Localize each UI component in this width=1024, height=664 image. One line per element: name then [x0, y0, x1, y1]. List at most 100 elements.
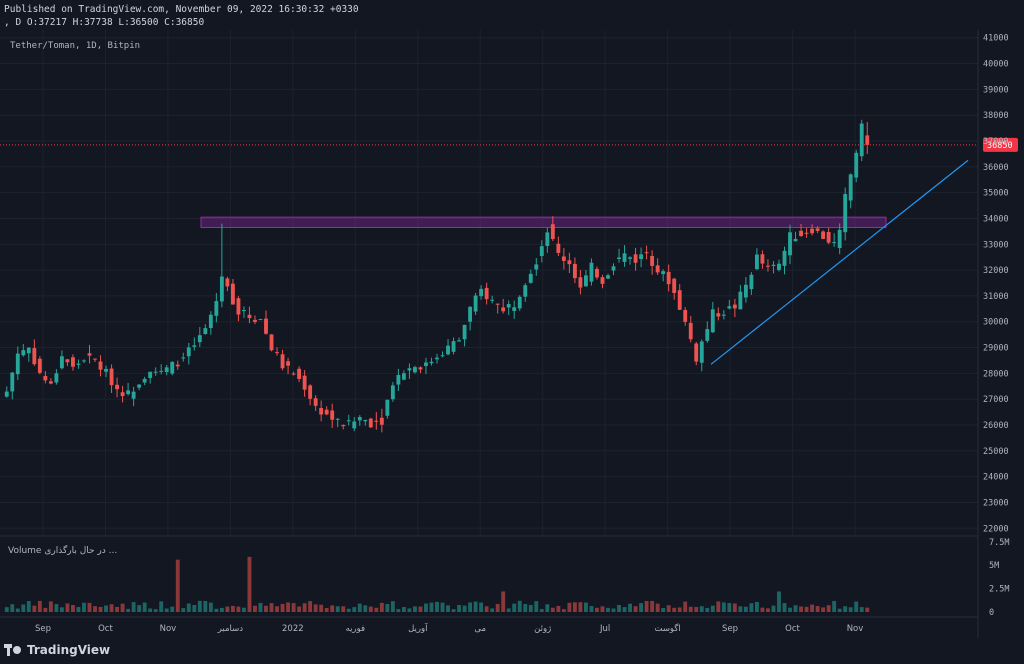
candle-body	[236, 298, 241, 315]
candle-body	[589, 262, 594, 282]
time-tick-label: Sep	[35, 624, 51, 634]
tradingview-logo[interactable]: TradingView	[4, 643, 110, 657]
candle-body	[859, 123, 864, 157]
volume-bar	[59, 607, 64, 612]
candle-body	[170, 361, 175, 374]
symbol-label: Tether/Toman, 1D, Bitpin	[10, 41, 140, 51]
candle-body	[346, 420, 351, 422]
candle-body	[484, 287, 489, 300]
volume-bar	[804, 606, 809, 612]
volume-bar	[341, 606, 346, 612]
volume-bar	[754, 601, 759, 612]
candle-body	[550, 224, 555, 240]
volume-bar	[832, 600, 837, 612]
volume-bar	[732, 603, 737, 612]
volume-bar	[396, 609, 401, 612]
volume-bar	[788, 607, 792, 612]
candle-body	[666, 271, 671, 285]
volume-bar	[606, 607, 610, 612]
volume-bar	[175, 559, 180, 612]
candle-body	[495, 303, 500, 305]
candle-body	[330, 410, 335, 420]
volume-bar	[655, 603, 660, 612]
volume-bar	[65, 603, 70, 612]
volume-bar	[457, 605, 461, 612]
candle-body	[308, 385, 313, 399]
price-tick-label: 23000	[983, 498, 1009, 508]
time-tick-label: ژوئن	[534, 624, 551, 634]
chart-area[interactable]: 36850 22000 23000 24000 25000 26000 27000 2800…	[0, 30, 1024, 638]
candle-body	[650, 255, 655, 266]
candle-body	[462, 324, 467, 340]
volume-bar	[473, 601, 478, 612]
candle-body	[468, 306, 473, 322]
volume-bar	[556, 605, 561, 612]
volume-bar	[352, 607, 357, 612]
volume-bar	[98, 606, 103, 612]
candle-body	[490, 299, 495, 301]
candle-body	[749, 274, 754, 290]
candle-body	[192, 345, 197, 347]
volume-bar	[595, 607, 599, 612]
volume-bar	[170, 606, 175, 612]
volume-tick-label: 0	[989, 608, 994, 618]
candle-body	[159, 370, 164, 372]
candle-body	[115, 384, 120, 390]
volume-bars	[4, 556, 870, 612]
volume-bar	[583, 602, 588, 612]
volume-bar	[424, 603, 428, 612]
candle-body	[677, 290, 682, 310]
candle-body	[208, 314, 213, 328]
candle-body	[617, 257, 621, 260]
volume-bar	[545, 604, 550, 612]
volume-bar	[291, 603, 296, 612]
candle-body	[799, 230, 803, 236]
candle-body	[197, 335, 202, 343]
volume-bar	[313, 604, 318, 612]
volume-bar	[37, 600, 42, 612]
price-tick-label: 35000	[983, 189, 1009, 199]
candle-body	[4, 391, 9, 397]
volume-bar	[710, 605, 715, 612]
volume-bar	[214, 608, 219, 612]
volume-bar	[716, 601, 721, 612]
volume-bar	[440, 602, 445, 612]
candle-body	[87, 353, 92, 356]
candle-body	[435, 357, 439, 360]
candle-body	[407, 368, 412, 371]
resistance-zone-rect	[200, 216, 887, 228]
volume-bar	[330, 605, 335, 612]
price-tick-label: 41000	[983, 34, 1009, 44]
candle-body	[126, 390, 131, 395]
candle-body	[297, 368, 302, 379]
volume-bar	[192, 605, 197, 612]
volume-bar	[600, 606, 605, 612]
candle-body	[804, 232, 809, 234]
candle-body	[32, 348, 37, 365]
time-tick-label: Nov	[160, 624, 177, 634]
candle-body	[727, 306, 732, 309]
volume-bar	[186, 603, 191, 612]
candle-body	[501, 307, 506, 312]
volume-bar	[401, 607, 406, 612]
candle-body	[164, 367, 169, 372]
last-price-line: 36850	[0, 137, 1018, 152]
volume-bar	[639, 603, 644, 612]
candle-body	[335, 418, 340, 420]
candle-body	[379, 417, 384, 425]
candle-body	[76, 363, 81, 365]
candle-body	[793, 238, 798, 242]
candle-body	[644, 252, 649, 254]
volume-bar	[506, 608, 511, 612]
candle-body	[633, 254, 638, 263]
volume-bar	[534, 601, 539, 612]
volume-bar	[826, 605, 831, 612]
volume-bar	[650, 600, 655, 612]
volume-bar	[43, 607, 48, 612]
volume-bar	[777, 591, 781, 612]
candle-body	[374, 420, 379, 422]
candle-body	[352, 421, 357, 429]
volume-bar	[766, 608, 770, 612]
volume-bar	[242, 607, 246, 612]
tradingview-logo-icon	[4, 644, 22, 656]
